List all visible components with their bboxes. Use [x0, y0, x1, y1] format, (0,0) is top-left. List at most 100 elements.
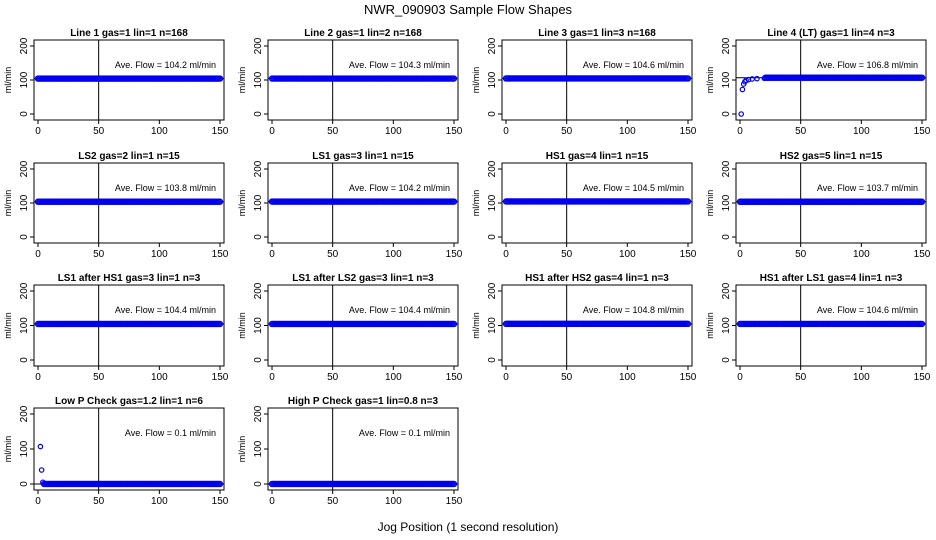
panel-5: LS2 gas=2 lin=1 n=15 0 50 100 150 0 100 200 ml/m… [3, 151, 229, 260]
y-axis-label: ml/min [705, 312, 715, 339]
y-tick-label: 0 [19, 481, 30, 487]
panel-title: LS1 after HS1 gas=3 lin=1 n=3 [58, 273, 201, 284]
x-tick-label: 150 [212, 372, 229, 383]
flow-series [37, 443, 224, 488]
x-tick-label: 0 [35, 496, 41, 507]
y-axis-label: ml/min [237, 436, 247, 463]
flow-point [918, 198, 926, 205]
y-tick-label: 0 [19, 357, 30, 363]
panel-11: HS1 after HS2 gas=4 lin=1 n=3 0 50 100 150 0 1… [471, 273, 697, 383]
panel-4: Line 4 (LT) gas=1 lin=4 n=3 0 50 100 150 0 100… [705, 28, 931, 137]
x-tick-label: 100 [151, 372, 168, 383]
x-tick-label: 50 [795, 372, 807, 383]
panel-1: Line 1 gas=1 lin=1 n=168 0 50 100 150 0 100 200… [3, 28, 229, 137]
x-tick-label: 150 [680, 249, 697, 260]
y-tick-label: 100 [487, 71, 498, 88]
ave-flow-annotation: Ave. Flow = 104.6 ml/min [817, 305, 918, 315]
y-tick-label: 200 [19, 160, 30, 177]
ave-flow-annotation: Ave. Flow = 0.1 ml/min [359, 428, 450, 438]
x-tick-label: 50 [93, 372, 105, 383]
y-axis-label: ml/min [705, 190, 715, 217]
x-tick-label: 50 [93, 126, 105, 137]
x-tick-label: 0 [503, 249, 509, 260]
startup-point [754, 75, 760, 82]
x-tick-label: 50 [327, 249, 339, 260]
y-axis-label: ml/min [471, 312, 481, 339]
x-tick-label: 150 [680, 372, 697, 383]
x-tick-label: 0 [737, 249, 743, 260]
x-tick-label: 0 [503, 126, 509, 137]
ave-flow-annotation: Ave. Flow = 104.8 ml/min [583, 305, 684, 315]
flow-point [450, 480, 458, 488]
y-tick-label: 200 [253, 160, 264, 177]
flow-series [736, 198, 926, 205]
startup-point [38, 467, 45, 473]
panel-title: HS1 after LS1 gas=4 lin=1 n=3 [760, 273, 903, 284]
panel-12: HS1 after LS1 gas=4 lin=1 n=3 0 50 100 150 0 1… [705, 273, 931, 383]
y-tick-label: 0 [19, 111, 30, 117]
y-tick-label: 200 [19, 405, 30, 422]
y-tick-label: 0 [19, 234, 30, 240]
y-tick-label: 0 [253, 481, 264, 487]
y-tick-label: 200 [487, 160, 498, 177]
x-tick-label: 100 [619, 249, 636, 260]
flow-series [268, 198, 458, 205]
flow-point [684, 198, 692, 205]
x-tick-label: 0 [35, 126, 41, 137]
ave-flow-annotation: Ave. Flow = 0.1 ml/min [125, 428, 216, 438]
y-tick-label: 0 [253, 234, 264, 240]
x-tick-label: 0 [269, 372, 275, 383]
ave-flow-annotation: Ave. Flow = 103.8 ml/min [115, 183, 216, 193]
x-tick-label: 0 [35, 372, 41, 383]
flow-series [502, 75, 692, 82]
panel-title: HS1 gas=4 lin=1 n=15 [546, 151, 649, 162]
x-tick-label: 100 [151, 249, 168, 260]
flow-point [684, 320, 692, 328]
y-tick-label: 100 [721, 194, 732, 211]
x-tick-label: 50 [561, 126, 573, 137]
ave-flow-annotation: Ave. Flow = 104.2 ml/min [349, 183, 450, 193]
x-tick-label: 50 [561, 249, 573, 260]
y-tick-label: 200 [253, 282, 264, 299]
y-tick-label: 100 [253, 71, 264, 88]
startup-point [739, 86, 746, 93]
y-tick-label: 100 [19, 317, 30, 334]
ave-flow-annotation: Ave. Flow = 104.2 ml/min [115, 60, 216, 70]
panel-title: High P Check gas=1 lin=0.8 n=3 [288, 396, 439, 407]
y-tick-label: 200 [253, 405, 264, 422]
x-tick-label: 50 [795, 126, 807, 137]
panel-8: HS2 gas=5 lin=1 n=15 0 50 100 150 0 100 200 ml/m… [705, 151, 931, 260]
x-tick-label: 100 [385, 126, 402, 137]
y-tick-label: 200 [721, 282, 732, 299]
ave-flow-annotation: Ave. Flow = 104.4 ml/min [349, 305, 450, 315]
x-tick-label: 0 [737, 372, 743, 383]
y-axis-label: ml/min [3, 190, 13, 217]
y-tick-label: 200 [253, 37, 264, 54]
startup-point [738, 111, 745, 117]
x-tick-label: 150 [914, 126, 931, 137]
ave-flow-annotation: Ave. Flow = 106.8 ml/min [817, 60, 918, 70]
y-tick-label: 0 [253, 357, 264, 363]
startup-point [745, 76, 752, 83]
flow-point [684, 75, 692, 82]
flow-point [450, 198, 458, 205]
flow-point [216, 320, 224, 328]
startup-point [40, 479, 46, 486]
flow-series [34, 198, 224, 205]
x-tick-label: 50 [561, 372, 573, 383]
x-tick-label: 150 [446, 249, 463, 260]
y-axis-label: ml/min [471, 190, 481, 217]
flow-point [918, 320, 926, 328]
y-tick-label: 200 [487, 282, 498, 299]
panel-title: Line 1 gas=1 lin=1 n=168 [70, 28, 188, 39]
flow-series [738, 74, 926, 117]
x-tick-label: 0 [35, 249, 41, 260]
plot-frame [267, 407, 459, 491]
y-tick-label: 100 [253, 194, 264, 211]
y-axis-label: ml/min [237, 190, 247, 217]
x-tick-label: 50 [93, 496, 105, 507]
panel-14: High P Check gas=1 lin=0.8 n=3 0 50 100 150 0… [237, 396, 463, 507]
panel-title: Line 3 gas=1 lin=3 n=168 [538, 28, 656, 39]
y-tick-label: 100 [721, 317, 732, 334]
x-tick-label: 150 [446, 496, 463, 507]
